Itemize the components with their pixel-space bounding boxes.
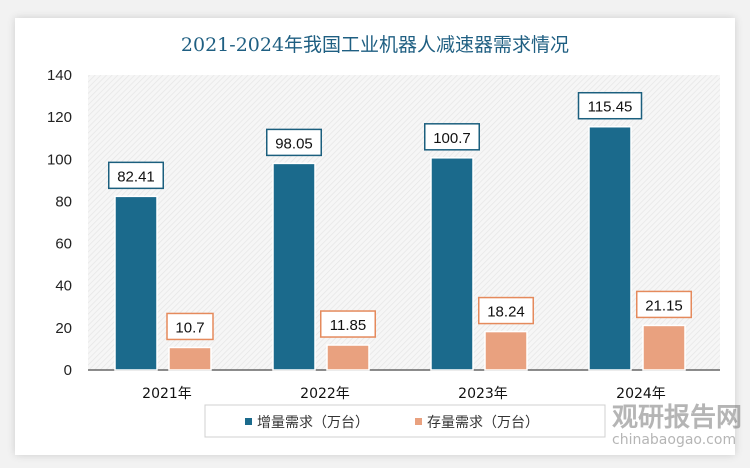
bar-incremental [430,157,474,371]
y-tick-label: 140 [47,67,72,84]
bar-stock [484,330,528,371]
bar-incremental [114,195,158,371]
y-tick-label: 100 [47,151,72,168]
data-label: 21.15 [645,297,683,314]
data-label-box [636,290,692,319]
legend-label: 增量需求（万台） [257,415,369,431]
data-label: 100.7 [433,130,471,147]
y-tick-label: 80 [55,193,72,210]
legend-label: 存量需求（万台） [427,415,539,431]
bar-incremental [272,162,316,371]
y-tick-label: 0 [64,362,72,379]
bar-stock [168,346,212,371]
data-label-box [266,128,322,157]
legend-swatch [415,418,422,425]
x-tick-label: 2022年 [300,386,350,402]
y-tick-label: 120 [47,109,72,126]
data-label: 98.05 [275,135,313,152]
y-tick-label: 40 [55,278,72,295]
watermark-url: chinabaogao.com [612,432,737,448]
y-tick-label: 60 [55,236,72,253]
data-label-box [108,161,164,190]
data-label-box [424,123,480,151]
chart-title: 2021-2024年我国工业机器人减速器需求情况 [180,34,570,56]
data-label: 82.41 [117,168,155,185]
data-label: 11.85 [330,317,366,334]
data-label: 115.45 [588,99,633,116]
legend-swatch [245,418,252,425]
data-label-box [166,312,214,341]
x-tick-label: 2023年 [458,386,508,402]
watermark-name: 观研报告网 [612,403,743,433]
data-label: 18.24 [487,304,525,321]
data-label: 10.7 [175,319,204,336]
y-tick-label: 20 [55,320,72,337]
bar-stock [326,344,370,371]
data-label-box [478,296,534,325]
x-tick-label: 2024年 [616,386,666,402]
data-label-box [577,91,643,120]
legend [204,404,606,438]
data-label-box [320,310,376,338]
x-tick-label: 2021年 [142,386,192,402]
bar-stock [642,324,686,371]
watermark-logo: 观研报告网 chinabaogao.com [612,405,742,447]
bar-incremental [588,125,632,371]
